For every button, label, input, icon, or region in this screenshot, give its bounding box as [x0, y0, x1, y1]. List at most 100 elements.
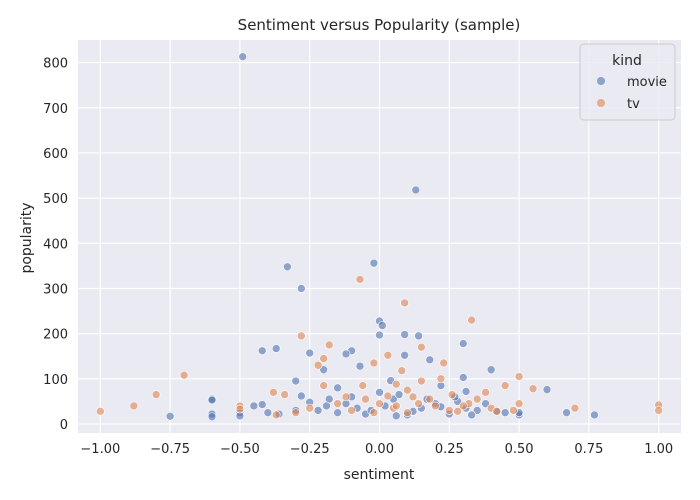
- x-tick-label: 1.00: [644, 442, 673, 457]
- point-tv: [333, 399, 342, 408]
- y-tick-label: 400: [43, 237, 68, 252]
- y-tick-label: 0: [60, 418, 68, 433]
- legend: kind movie tv: [579, 43, 676, 121]
- point-movie: [486, 365, 496, 375]
- x-axis-ticks: −1.00 −0.75 −0.50 −0.25 0.00 0.25 0.50 0.75 1.00: [80, 442, 673, 457]
- x-tick-label: −0.50: [220, 442, 260, 457]
- point-tv: [235, 404, 245, 414]
- point-tv: [514, 372, 524, 381]
- point-tv: [439, 358, 449, 368]
- point-movie: [400, 351, 409, 360]
- point-movie: [291, 376, 301, 386]
- legend-label-tv: tv: [627, 97, 640, 112]
- y-tick-label: 200: [43, 328, 68, 343]
- point-tv: [313, 360, 323, 370]
- point-tv: [492, 407, 502, 416]
- point-movie: [341, 349, 351, 359]
- point-movie: [467, 410, 476, 420]
- y-tick-label: 500: [43, 192, 68, 207]
- y-tick-label: 700: [43, 102, 68, 117]
- point-movie: [458, 373, 468, 382]
- point-tv: [358, 381, 368, 390]
- point-tv: [570, 403, 580, 413]
- point-movie: [562, 408, 571, 417]
- point-tv: [425, 394, 435, 404]
- point-movie: [375, 388, 384, 397]
- point-movie: [271, 344, 281, 353]
- point-movie: [263, 408, 273, 417]
- point-tv: [500, 381, 510, 390]
- point-tv: [369, 358, 379, 368]
- x-tick-label: −1.00: [80, 442, 120, 457]
- point-tv: [528, 384, 538, 394]
- point-movie: [461, 387, 471, 396]
- legend-marker-movie: [597, 77, 605, 85]
- point-movie: [297, 391, 306, 401]
- point-tv: [280, 390, 289, 399]
- point-tv: [481, 388, 490, 397]
- point-tv: [654, 406, 663, 415]
- point-tv: [436, 374, 446, 384]
- point-tv: [472, 394, 482, 404]
- point-tv: [417, 376, 426, 386]
- point-movie: [481, 399, 490, 408]
- y-tick-label: 100: [43, 373, 68, 388]
- x-tick-label: 0.00: [365, 442, 394, 457]
- point-tv: [291, 408, 301, 417]
- point-tv: [271, 410, 281, 420]
- point-movie: [377, 321, 387, 330]
- y-tick-label: 800: [43, 57, 68, 72]
- point-tv: [408, 392, 418, 402]
- point-movie: [333, 383, 342, 393]
- x-tick-label: 0.25: [435, 442, 464, 457]
- point-tv: [453, 407, 462, 416]
- x-tick-label: −0.25: [290, 442, 330, 457]
- point-movie: [375, 330, 384, 340]
- x-tick-label: −0.75: [150, 442, 190, 457]
- point-tv: [397, 366, 407, 375]
- point-movie: [333, 408, 342, 417]
- point-tv: [341, 392, 351, 402]
- point-tv: [269, 388, 278, 397]
- point-movie: [305, 348, 315, 358]
- y-tick-label: 300: [43, 282, 68, 297]
- point-movie: [165, 411, 175, 421]
- point-movie: [458, 339, 468, 348]
- point-movie: [394, 390, 404, 399]
- legend-label-movie: movie: [627, 75, 667, 90]
- chart-title: Sentiment versus Popularity (sample): [238, 16, 521, 34]
- point-movie: [238, 52, 248, 62]
- point-tv: [509, 406, 518, 415]
- point-tv: [414, 399, 423, 408]
- point-tv: [375, 399, 384, 408]
- point-movie: [257, 346, 267, 356]
- point-movie: [257, 400, 267, 409]
- point-movie: [297, 284, 306, 293]
- point-movie: [590, 410, 599, 420]
- point-tv: [383, 351, 393, 360]
- point-tv: [431, 401, 440, 411]
- point-tv: [179, 370, 189, 380]
- point-tv: [347, 406, 356, 415]
- point-tv: [369, 408, 379, 417]
- point-movie: [391, 411, 401, 421]
- x-tick-label: 0.75: [574, 442, 603, 457]
- point-tv: [417, 342, 426, 352]
- point-tv: [361, 394, 370, 404]
- point-tv: [96, 407, 105, 416]
- point-tv: [514, 399, 524, 408]
- y-tick-label: 600: [43, 147, 68, 162]
- point-tv: [151, 390, 161, 399]
- series-tv-points: [96, 275, 663, 420]
- point-movie: [319, 365, 328, 375]
- point-tv: [324, 340, 334, 350]
- point-tv: [305, 403, 315, 413]
- point-tv: [447, 390, 457, 399]
- legend-title: kind: [612, 53, 642, 69]
- point-movie: [369, 258, 379, 268]
- point-tv: [129, 401, 139, 411]
- point-tv: [403, 385, 412, 395]
- point-movie: [313, 406, 323, 415]
- point-tv: [403, 408, 412, 417]
